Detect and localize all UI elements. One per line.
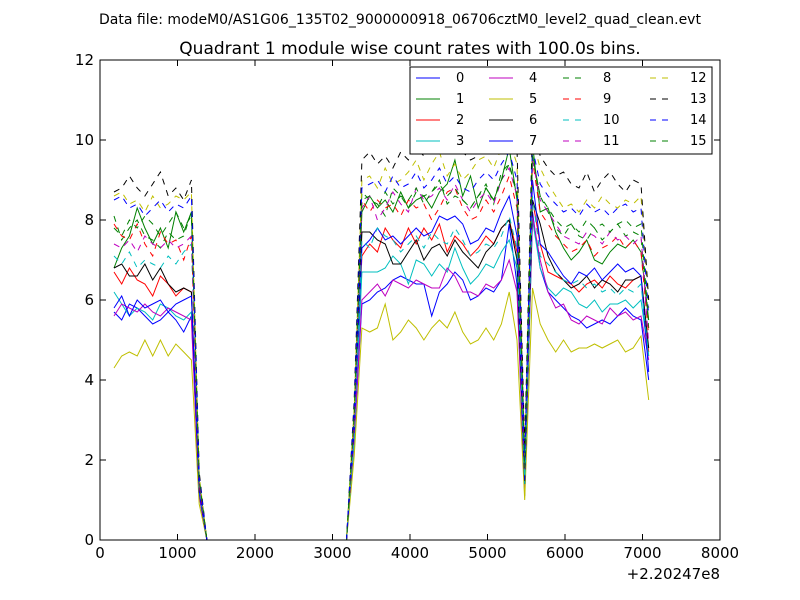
y-tick-label: 0 xyxy=(84,531,94,549)
legend-label-12: 12 xyxy=(690,71,707,86)
x-tick-label: 3000 xyxy=(313,544,351,562)
legend-label-13: 13 xyxy=(690,92,707,107)
series-line-15 xyxy=(113,155,650,540)
x-tick-label: 5000 xyxy=(468,544,506,562)
x-offset-label: +2.20247e8 xyxy=(627,565,720,583)
legend-label-9: 9 xyxy=(603,92,611,107)
series-line-5 xyxy=(113,287,650,540)
y-tick-label: 6 xyxy=(84,291,94,309)
legend-label-14: 14 xyxy=(690,113,707,128)
x-tick-label: 8000 xyxy=(701,544,739,562)
x-axis: 0 1000 2000 3000 4000 5000 6000 7000 8000 xyxy=(95,60,739,562)
series-line-13 xyxy=(113,79,650,540)
y-tick-label: 12 xyxy=(75,51,94,69)
y-tick-label: 4 xyxy=(84,371,94,389)
series-layer xyxy=(113,79,650,540)
x-tick-label: 1000 xyxy=(158,544,196,562)
legend-label-11: 11 xyxy=(603,134,620,149)
legend-box xyxy=(409,66,713,155)
legend-label-5: 5 xyxy=(529,92,537,107)
x-tick-label: 6000 xyxy=(546,544,584,562)
legend-label-3: 3 xyxy=(456,134,464,149)
legend-label-10: 10 xyxy=(603,113,620,128)
y-tick-label: 10 xyxy=(75,131,94,149)
legend-label-15: 15 xyxy=(690,134,707,149)
x-tick-label: 2000 xyxy=(236,544,274,562)
legend-label-6: 6 xyxy=(529,113,537,128)
series-line-7 xyxy=(113,179,650,540)
legend-label-0: 0 xyxy=(456,71,464,86)
legend-label-4: 4 xyxy=(529,71,537,86)
x-tick-label: 7000 xyxy=(623,544,661,562)
x-tick-label: 0 xyxy=(95,544,105,562)
legend-label-2: 2 xyxy=(456,113,464,128)
y-tick-label: 2 xyxy=(84,451,94,469)
series-line-11 xyxy=(113,159,650,540)
series-line-14 xyxy=(113,147,650,540)
x-tick-label: 4000 xyxy=(391,544,429,562)
legend-label-7: 7 xyxy=(529,134,537,149)
y-tick-label: 8 xyxy=(84,211,94,229)
chart-title: Quadrant 1 module wise count rates with … xyxy=(179,39,640,59)
legend-label-1: 1 xyxy=(456,92,464,107)
chart-suptitle: Data file: modeM0/AS1G06_135T02_90000009… xyxy=(99,12,701,28)
legend-label-8: 8 xyxy=(603,71,611,86)
